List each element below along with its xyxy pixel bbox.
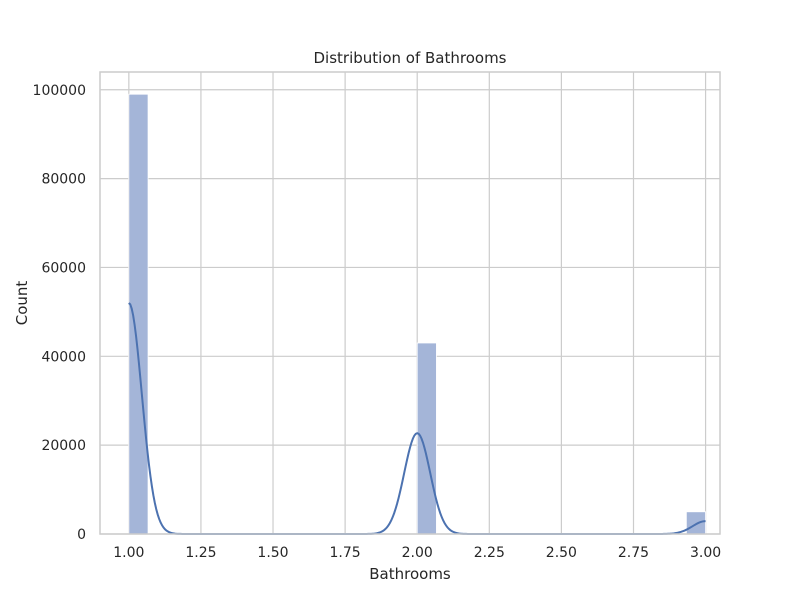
x-tick-label: 1.50 <box>257 545 288 561</box>
histogram-bars <box>128 93 706 535</box>
y-tick-label: 80000 <box>41 172 86 188</box>
histogram-bar <box>416 342 437 535</box>
x-tick-label: 1.00 <box>113 545 144 561</box>
y-tick-label: 40000 <box>41 349 86 365</box>
x-axis-label: Bathrooms <box>369 565 451 583</box>
chart-title: Distribution of Bathrooms <box>314 49 507 67</box>
x-tick-label: 3.00 <box>690 545 721 561</box>
x-tick-label: 2.25 <box>474 545 505 561</box>
x-tick-label: 1.75 <box>330 545 361 561</box>
x-tick-label: 1.25 <box>185 545 216 561</box>
histogram-bar <box>128 93 149 535</box>
y-tick-label: 20000 <box>41 438 86 454</box>
histogram-bar <box>685 511 706 535</box>
tick-labels: 1.00 1.25 1.50 1.75 2.00 2.25 2.50 2.75 3.00 0 200… <box>33 83 722 561</box>
y-tick-label: 0 <box>77 527 86 543</box>
x-tick-label: 2.75 <box>618 545 649 561</box>
x-tick-label: 2.50 <box>546 545 577 561</box>
y-axis-label: Count <box>13 281 31 326</box>
grid <box>100 72 720 535</box>
y-tick-label: 100000 <box>33 83 86 99</box>
plot-frame <box>99 71 721 535</box>
y-tick-label: 60000 <box>41 260 86 276</box>
x-tick-label: 2.00 <box>402 545 433 561</box>
